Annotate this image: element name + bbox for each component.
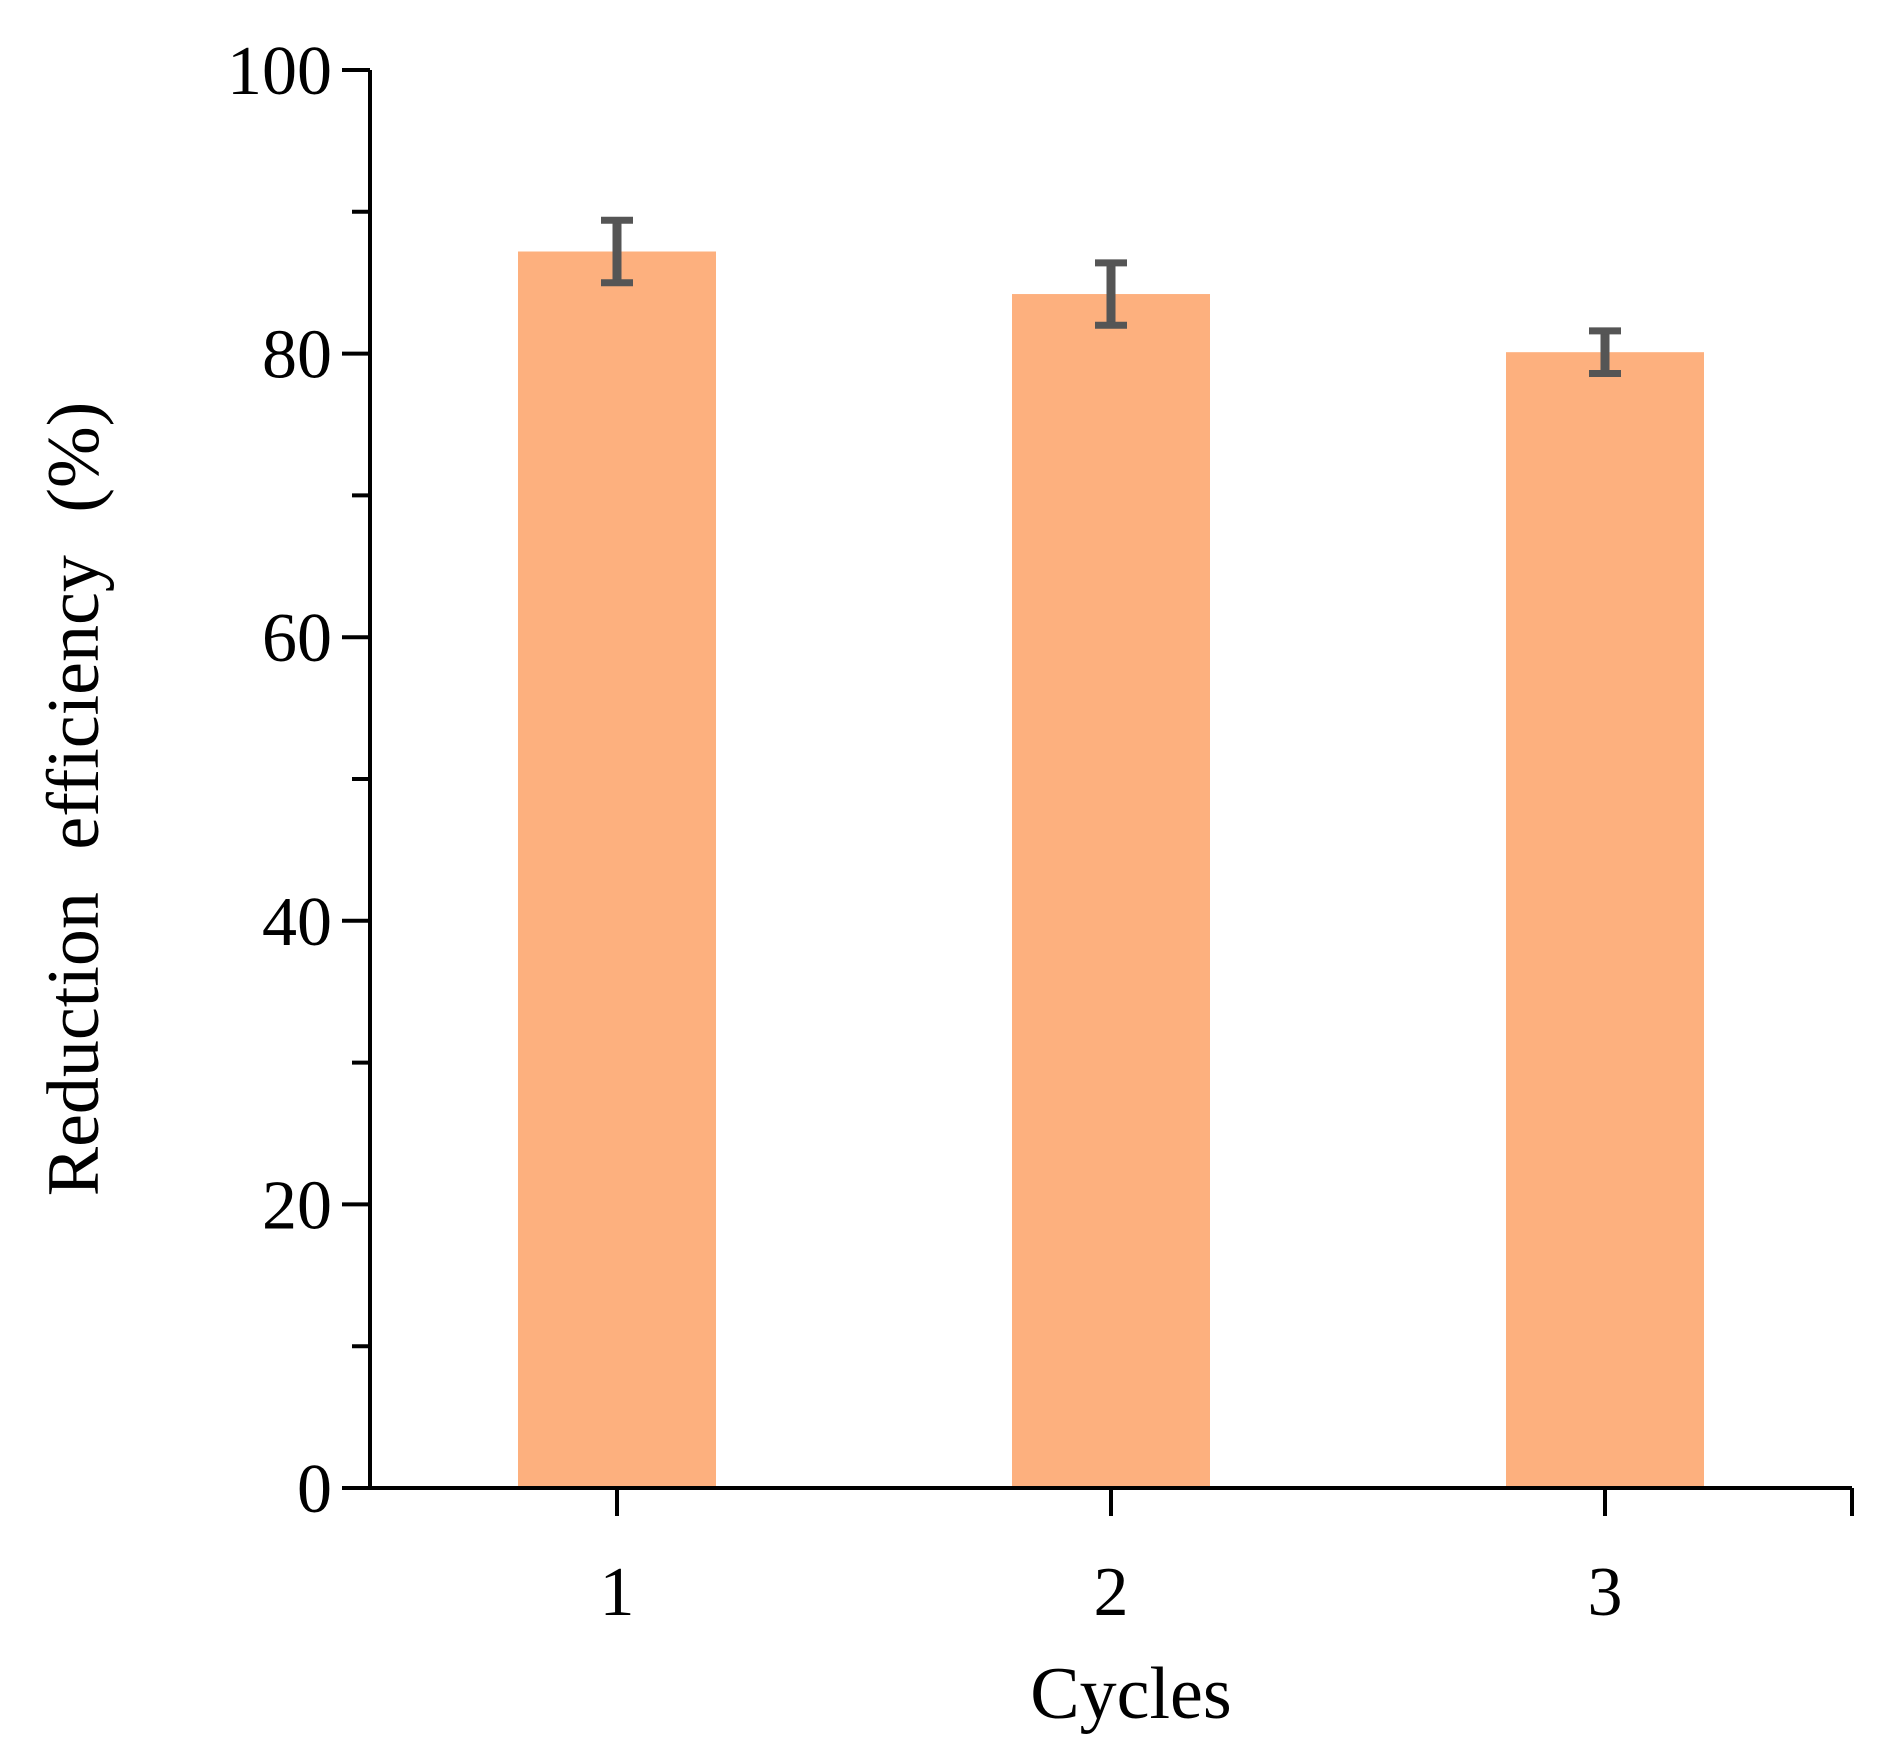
error-bar-cycle-2 — [1095, 259, 1127, 329]
x-ticks-group: 1 2 3 — [600, 1488, 1854, 1631]
y-tick-label: 0 — [297, 1451, 332, 1528]
plot-area: 0 20 40 60 80 100 1 2 3 — [227, 33, 1854, 1631]
y-tick-label: 40 — [262, 884, 332, 961]
error-bars-group — [601, 216, 1621, 377]
bars-group — [518, 251, 1704, 1489]
y-ticks-group: 0 20 40 60 80 100 — [227, 33, 370, 1528]
y-tick-label: 80 — [262, 317, 332, 394]
bar-cycle-1 — [518, 251, 716, 1488]
bar-cycle-3 — [1506, 352, 1704, 1488]
y-tick-label: 100 — [227, 33, 332, 110]
x-tick-label: 2 — [1094, 1554, 1129, 1631]
y-tick-label: 20 — [262, 1167, 332, 1244]
error-bar-cycle-1 — [601, 216, 633, 287]
bar-cycle-2 — [1012, 294, 1210, 1489]
x-tick-label: 3 — [1588, 1554, 1623, 1631]
y-axis-title: Reduction efficiency (%) — [33, 402, 115, 1197]
x-axis-title: Cycles — [1030, 1653, 1231, 1735]
x-tick-label: 1 — [600, 1554, 635, 1631]
error-bar-cycle-3 — [1589, 327, 1621, 377]
y-tick-label: 60 — [262, 600, 332, 677]
